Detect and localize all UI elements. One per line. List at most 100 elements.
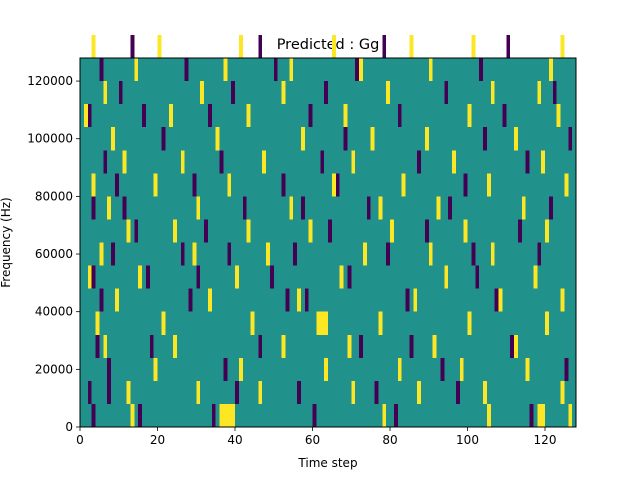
heatmap-cell [386,242,390,266]
heatmap-cell [91,173,96,197]
heatmap-cell [444,81,449,105]
heatmap-cell [347,334,352,358]
heatmap-cell [250,127,270,151]
heatmap-cell [556,104,561,128]
heatmap-cell [417,150,421,174]
heatmap-cell [91,265,96,289]
y-tick-label: 40000 [35,305,73,319]
x-tick-label: 80 [382,433,397,447]
heatmap-cell [564,357,569,381]
heatmap-cell [471,34,476,58]
heatmap-cell [281,334,286,358]
heatmap-cell [83,104,88,128]
heatmap-cell [347,265,352,289]
heatmap-cell [281,173,286,197]
heatmap-cell [560,288,565,312]
heatmap-cell [459,357,464,381]
heatmap-cell [552,81,557,105]
heatmap-cell [262,150,266,174]
heatmap-cell [514,334,518,358]
heatmap-cell [145,265,150,289]
heatmap-cell [541,150,545,174]
heatmap-cell [246,219,251,243]
heatmap-cell [393,403,398,427]
heatmap-cell [533,265,538,289]
heatmap-cell [382,34,387,58]
heatmap-cell [130,34,135,58]
heatmap-cell [258,34,263,58]
heatmap-cell [335,173,340,197]
x-tick-label: 20 [150,433,165,447]
heatmap-cell [223,58,228,82]
heatmap-cell [490,242,495,266]
heatmap-cell [196,196,201,220]
heatmap-cell [103,150,108,174]
heatmap-cell [355,58,359,82]
heatmap-cell [130,403,135,427]
x-tick-label: 100 [456,433,479,447]
heatmap-cell [308,219,313,243]
heatmap-cell [250,311,255,335]
heatmap-cell [514,127,518,151]
heatmap-cell [219,150,224,174]
heatmap-cell [99,288,104,312]
heatmap-cell [161,127,166,151]
heatmap-cell [122,196,127,220]
heatmap-cell [138,265,142,289]
heatmap-cell [486,173,491,197]
heatmap-cell [378,196,383,220]
heatmap-cell [227,173,232,197]
heatmap-cell [401,173,406,197]
heatmap-cell [537,242,542,266]
heatmap-cell [537,81,542,105]
heatmap-cell [211,403,216,427]
heatmap-cell [417,380,421,404]
heatmap-cell [366,196,371,220]
heatmap-cell [479,58,483,82]
heatmap-cell [324,357,328,381]
heatmap-cell [517,219,522,243]
heatmap-cell [494,288,499,312]
heatmap-cell [235,265,239,289]
heatmap-cell [486,403,491,427]
y-tick-label: 60000 [35,247,73,261]
heatmap-cell [269,265,274,289]
heatmap-cell [548,196,553,220]
heatmap-cell [324,81,328,105]
heatmap-cell [331,34,336,58]
plot-frame [79,57,577,428]
heatmap-cell [289,196,294,220]
y-tick-label: 120000 [27,74,73,88]
heatmap-cell [374,380,379,404]
heatmap-cell [184,58,189,82]
heatmap-cell [359,334,363,358]
heatmap-cell [436,196,441,220]
heatmap-cell [142,104,146,128]
heatmap-cell [483,127,487,151]
heatmap-cell [91,403,96,427]
heatmap-cell [161,311,166,335]
x-axis-label: Time step [297,456,357,470]
heatmap-cell [180,150,185,174]
heatmap-cell [467,104,472,128]
heatmap-cell [328,219,332,243]
heatmap-cell [312,403,317,427]
heatmap-cell [289,58,294,82]
heatmap-cell [173,219,177,243]
plot-area [80,34,576,427]
heatmap-cell [316,311,328,335]
heatmap-cell [114,173,119,197]
heatmap-cell [111,127,115,151]
heatmap-cell [545,219,549,243]
heatmap-cell [169,104,173,128]
y-tick-label: 20000 [35,362,73,376]
heatmap-cell [483,380,487,404]
heatmap-cell [424,127,429,151]
heatmap-cell [405,288,410,312]
heatmap-cell [99,58,104,82]
heatmap-cell [455,380,460,404]
heatmap-cell [235,380,239,404]
heatmap-cell [219,403,235,427]
heatmap-cell [95,311,100,335]
y-tick-label: 100000 [27,132,73,146]
